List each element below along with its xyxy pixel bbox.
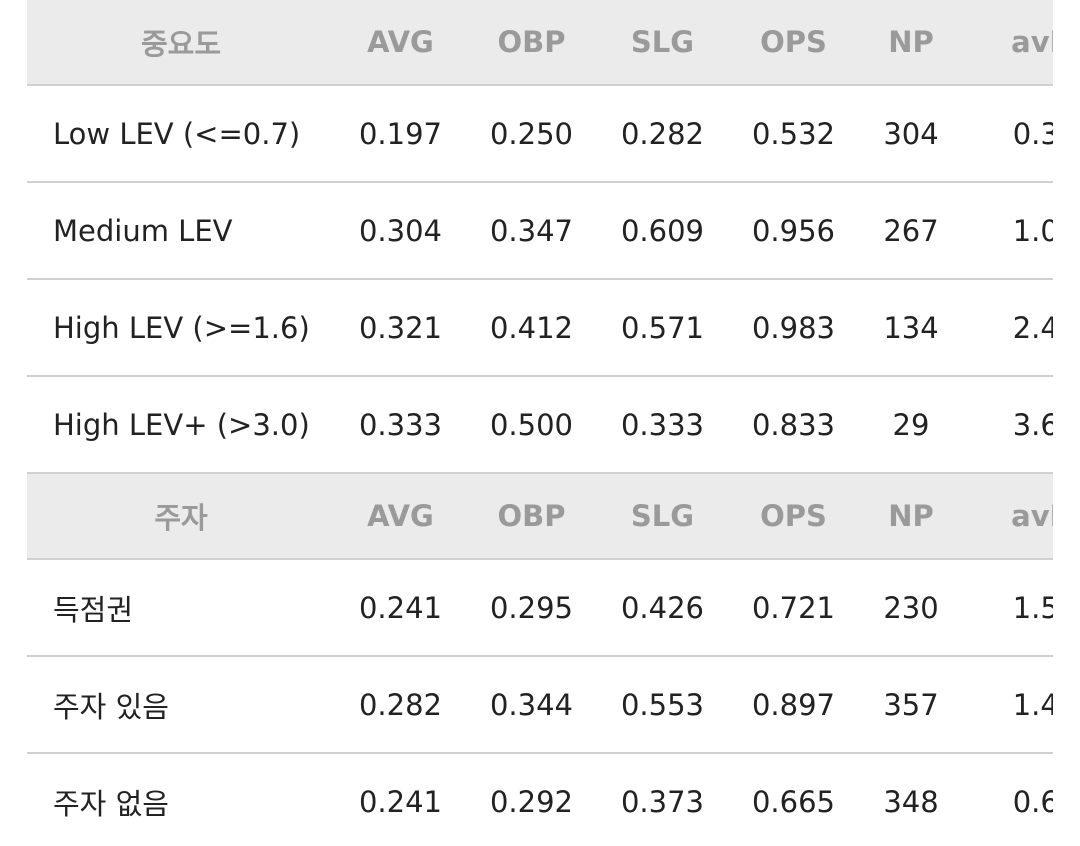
data-cell: 0.897	[728, 656, 859, 754]
header-row: 주자AVGOBPSLGOPSNPavLI	[27, 473, 1053, 560]
data-row: High LEV (>=1.6) 0.321 0.412 0.571 0.983 134 2…	[27, 279, 1053, 377]
data-cell: 0.36	[963, 85, 1053, 183]
header-cell: NP	[859, 0, 963, 86]
data-cell: 0.282	[597, 85, 728, 183]
data-cell: 0.333	[335, 376, 466, 474]
data-cell: 0.553	[597, 656, 728, 754]
header-cell: SLG	[597, 473, 728, 560]
header-cell: avLI	[963, 473, 1053, 560]
data-cell: 0.321	[335, 279, 466, 377]
data-cell: 0.721	[728, 559, 859, 657]
data-cell: 0.62	[963, 753, 1053, 846]
data-cell: 1.40	[963, 656, 1053, 754]
row-label: 주자 없음	[27, 753, 335, 846]
data-cell: 357	[859, 656, 963, 754]
data-cell: 0.241	[335, 559, 466, 657]
data-cell: 0.292	[466, 753, 597, 846]
header-cell: 중요도	[27, 0, 335, 86]
data-cell: 0.304	[335, 182, 466, 280]
header-cell: 주자	[27, 473, 335, 560]
header-cell: NP	[859, 473, 963, 560]
stats-table-container: 중요도AVGOBPSLGOPSNPavLILow LEV (<=0.7)0.19…	[27, 0, 1053, 846]
data-cell: 267	[859, 182, 963, 280]
row-label: 득점권	[27, 559, 335, 657]
header-row: 중요도AVGOBPSLGOPSNPavLI	[27, 0, 1053, 86]
data-cell: 0.532	[728, 85, 859, 183]
data-cell: 0.373	[597, 753, 728, 846]
row-label: 주자 있음	[27, 656, 335, 754]
data-cell: 0.347	[466, 182, 597, 280]
header-cell: AVG	[335, 0, 466, 86]
header-cell: OBP	[466, 473, 597, 560]
row-label: High LEV (>=1.6)	[27, 279, 335, 377]
row-label: High LEV+ (>3.0)	[27, 376, 335, 474]
header-cell: OPS	[728, 0, 859, 86]
data-cell: 230	[859, 559, 963, 657]
data-cell: 0.426	[597, 559, 728, 657]
data-cell: 0.956	[728, 182, 859, 280]
data-cell: 0.250	[466, 85, 597, 183]
row-label: Medium LEV	[27, 182, 335, 280]
header-cell: OPS	[728, 473, 859, 560]
header-cell: AVG	[335, 473, 466, 560]
data-cell: 1.08	[963, 182, 1053, 280]
row-label: Low LEV (<=0.7)	[27, 85, 335, 183]
data-cell: 29	[859, 376, 963, 474]
header-cell: OBP	[466, 0, 597, 86]
data-cell: 134	[859, 279, 963, 377]
data-cell: 1.51	[963, 559, 1053, 657]
data-cell: 3.60	[963, 376, 1053, 474]
data-cell: 0.344	[466, 656, 597, 754]
data-cell: 0.571	[597, 279, 728, 377]
data-cell: 304	[859, 85, 963, 183]
data-cell: 0.609	[597, 182, 728, 280]
data-cell: 0.197	[335, 85, 466, 183]
stats-table: 중요도AVGOBPSLGOPSNPavLILow LEV (<=0.7)0.19…	[27, 0, 1053, 846]
data-cell: 0.983	[728, 279, 859, 377]
data-cell: 0.282	[335, 656, 466, 754]
data-cell: 0.412	[466, 279, 597, 377]
data-cell: 348	[859, 753, 963, 846]
data-cell: 0.500	[466, 376, 597, 474]
header-cell: SLG	[597, 0, 728, 86]
data-row: High LEV+ (>3.0) 0.333 0.500 0.333 0.833 29 3.…	[27, 376, 1053, 474]
data-cell: 0.333	[597, 376, 728, 474]
data-row: Low LEV (<=0.7) 0.197 0.250 0.282 0.532 304 0.…	[27, 85, 1053, 183]
data-cell: 0.295	[466, 559, 597, 657]
data-cell: 0.241	[335, 753, 466, 846]
data-cell: 2.40	[963, 279, 1053, 377]
header-cell: avLI	[963, 0, 1053, 86]
data-cell: 0.833	[728, 376, 859, 474]
data-cell: 0.665	[728, 753, 859, 846]
